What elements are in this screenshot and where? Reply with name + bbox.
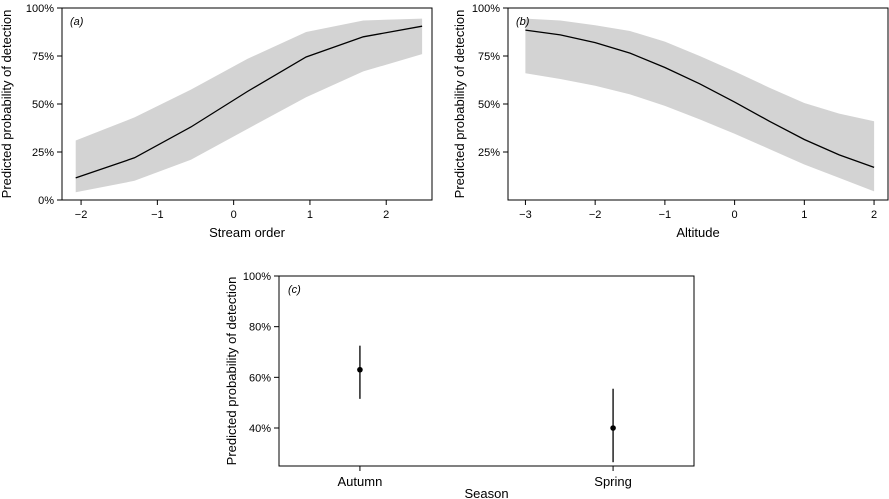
x-axis-label: Season (464, 486, 508, 499)
data-point-autumn (357, 366, 363, 373)
y-tick-label: 60% (249, 372, 271, 384)
y-tick-label: 25% (32, 147, 54, 159)
y-axis-label: Predicted probability of detection (224, 277, 239, 466)
x-axis-label: Altitude (676, 225, 719, 240)
prediction-line (525, 29, 875, 169)
x-tick-label: 1 (801, 209, 807, 221)
x-category-label: Spring (594, 474, 632, 489)
panel-b (503, 7, 889, 205)
x-category-label: Autumn (338, 474, 383, 489)
x-tick-label: 1 (307, 209, 313, 221)
prediction-line (75, 25, 423, 179)
y-axis-label: Predicted probability of detection (452, 10, 467, 199)
panel-label: (b) (516, 16, 530, 28)
y-tick-label: 100% (26, 3, 54, 15)
panel-c (274, 275, 695, 471)
plot-frame (278, 275, 695, 467)
y-tick-label: 40% (249, 423, 271, 435)
y-tick-label: 100% (472, 3, 500, 15)
panel-label: (c) (288, 284, 301, 296)
x-tick-label: −1 (151, 209, 164, 221)
y-tick-label: 25% (478, 147, 500, 159)
y-tick-label: 100% (243, 271, 271, 283)
panel-a (57, 7, 433, 205)
x-tick-label: −1 (659, 209, 672, 221)
panel-label: (a) (70, 16, 84, 28)
x-tick-label: −3 (519, 209, 532, 221)
y-tick-label: 0% (38, 195, 54, 207)
x-tick-label: 2 (383, 209, 389, 221)
confidence-band (75, 18, 423, 193)
y-tick-label: 50% (478, 99, 500, 111)
y-tick-label: 50% (32, 99, 54, 111)
confidence-band (525, 18, 875, 192)
x-tick-label: 2 (871, 209, 877, 221)
y-tick-label: 80% (249, 322, 271, 334)
x-tick-label: −2 (75, 209, 88, 221)
x-tick-label: 0 (231, 209, 237, 221)
y-tick-label: 75% (478, 51, 500, 63)
y-axis-label: Predicted probability of detection (0, 10, 14, 199)
x-axis-label: Stream order (209, 225, 286, 240)
x-tick-label: 0 (732, 209, 738, 221)
y-tick-label: 75% (32, 51, 54, 63)
data-point-spring (610, 425, 616, 431)
x-tick-label: −2 (589, 209, 602, 221)
